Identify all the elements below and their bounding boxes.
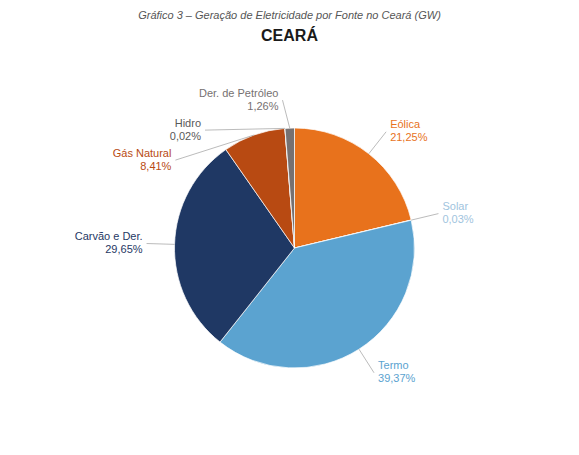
- html-text:CEARÁ: CEARÁ: [261, 27, 318, 44]
- svg-text:Termo39,37%: Termo39,37%: [378, 359, 416, 384]
- svg-text:Eólica21,25%: Eólica21,25%: [390, 118, 428, 143]
- svg-text:Gás Natural8,41%: Gás Natural8,41%: [113, 147, 172, 172]
- svg-text:Hidro0,02%: Hidro0,02%: [170, 117, 201, 142]
- svg-text:Carvão e Der.29,65%: Carvão e Der.29,65%: [75, 230, 143, 255]
- svg-text:Solar0,03%: Solar0,03%: [442, 200, 473, 225]
- svg-text:Der. de Petróleo1,26%: Der. de Petróleo1,26%: [199, 87, 279, 112]
- html-text:Gráfico 3 – Geração de Eletric: Gráfico 3 – Geração de Eletricidade por …: [138, 9, 441, 21]
